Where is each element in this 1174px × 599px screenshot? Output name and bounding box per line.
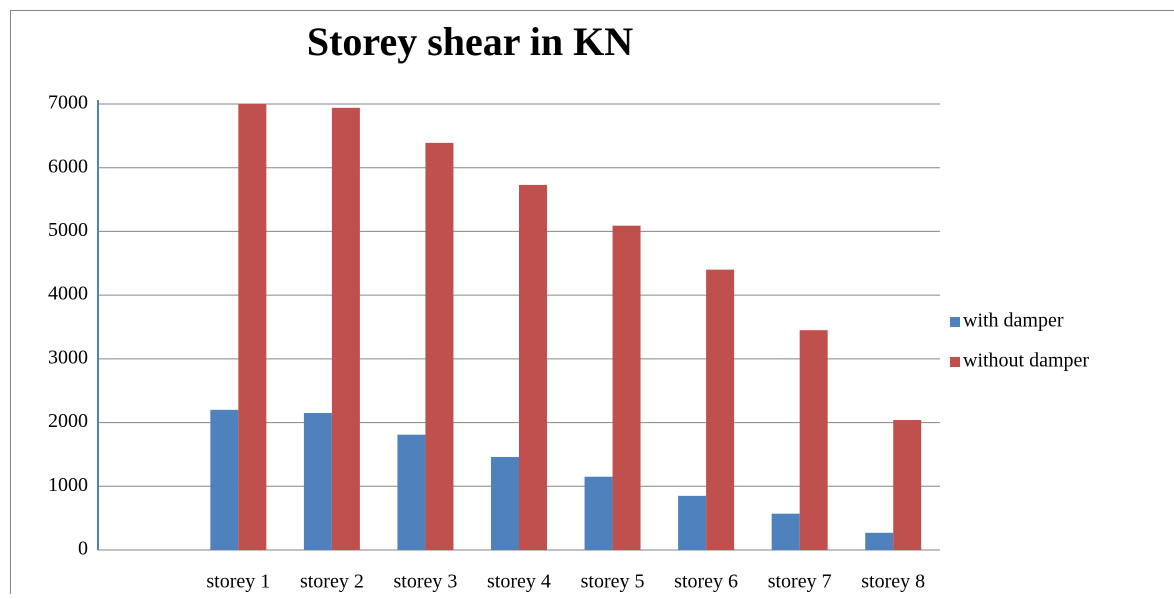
bar [210, 410, 238, 550]
x-tick-label: storey 8 [861, 571, 925, 593]
bar [772, 514, 800, 550]
x-tick-label: storey 1 [206, 571, 270, 593]
y-tick-label: 7000 [48, 92, 88, 114]
legend-swatch [950, 317, 960, 327]
y-tick-label: 5000 [48, 219, 88, 241]
bar [678, 496, 706, 550]
x-tick-label: storey 2 [300, 571, 364, 593]
x-tick-label: storey 7 [768, 571, 832, 593]
y-tick-label: 3000 [48, 346, 88, 368]
y-tick-label: 1000 [48, 474, 88, 496]
chart-title: Storey shear in KN [307, 19, 633, 64]
bar [491, 457, 519, 550]
bar [332, 108, 360, 550]
bar [893, 420, 921, 550]
bar [304, 413, 332, 550]
y-tick-label: 4000 [48, 283, 88, 305]
y-tick-label: 6000 [48, 155, 88, 177]
bar [706, 270, 734, 550]
bar [238, 104, 266, 550]
legend-label: with damper [963, 310, 1064, 332]
y-tick-label: 2000 [48, 410, 88, 432]
x-tick-label: storey 6 [674, 571, 738, 593]
x-tick-label: storey 4 [487, 571, 551, 593]
bar [425, 143, 453, 550]
bar [585, 477, 613, 550]
legend-label: without damper [963, 350, 1089, 372]
x-tick-label: storey 5 [581, 571, 645, 593]
bar [800, 330, 828, 550]
x-tick-label: storey 3 [393, 571, 457, 593]
y-tick-label: 0 [78, 538, 88, 560]
legend-swatch [950, 357, 960, 367]
bar [613, 226, 641, 550]
bar [519, 185, 547, 550]
bar [865, 533, 893, 550]
bar [397, 435, 425, 550]
